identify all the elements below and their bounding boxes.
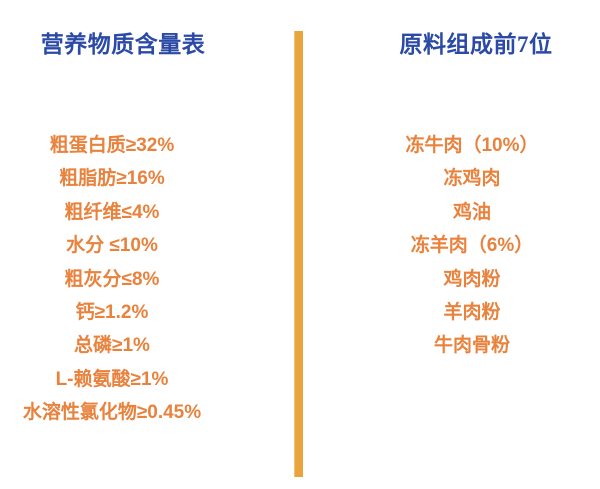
ingredient-item: 羊肉粉: [443, 301, 501, 323]
nutrition-item: 粗灰分≤8%: [64, 268, 160, 290]
nutrition-item: 总磷≥1%: [74, 335, 150, 357]
nutrition-item: 水分 ≤10%: [66, 235, 158, 257]
ingredient-item: 冻牛肉（10%）: [405, 135, 539, 156]
nutrition-item: 粗纤维≤4%: [64, 201, 160, 223]
ingredient-item: 冻羊肉（6%）: [410, 235, 534, 257]
ingredient-item: 牛肉骨粉: [433, 335, 510, 357]
nutrition-item: 粗蛋白质≥32%: [49, 135, 175, 156]
ingredients-list: 冻牛肉（10%） 冻鸡肉 鸡油 冻羊肉（6%） 鸡肉粉 羊肉粉 牛肉骨粉: [352, 129, 592, 363]
vertical-divider: [294, 31, 303, 477]
nutrition-item: 钙≥1.2%: [75, 301, 149, 323]
ingredient-item: 鸡肉粉: [443, 268, 501, 290]
nutrition-item: 粗脂肪≥16%: [59, 168, 165, 190]
nutrition-list: 粗蛋白质≥32% 粗脂肪≥16% 粗纤维≤4% 水分 ≤10% 粗灰分≤8% 钙…: [0, 129, 224, 430]
ingredient-item: 冻鸡肉: [443, 168, 501, 190]
nutrition-panel-title: 营养物质含量表: [40, 32, 206, 57]
nutrition-item: L-赖氨酸≥1%: [55, 368, 169, 390]
ingredients-panel-title: 原料组成前7位: [399, 32, 553, 57]
nutrition-item: 水溶性氯化物≥0.45%: [22, 402, 202, 424]
ingredient-item: 鸡油: [452, 201, 491, 223]
